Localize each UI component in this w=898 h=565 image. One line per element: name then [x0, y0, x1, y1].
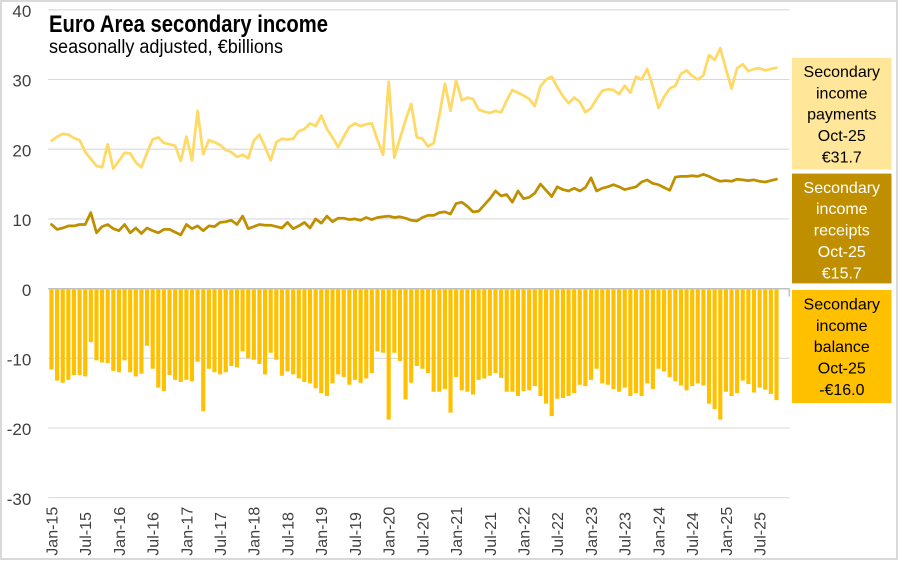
- svg-text:Jul-15: Jul-15: [78, 512, 95, 556]
- svg-text:income: income: [816, 85, 868, 102]
- svg-text:Euro Area secondary income: Euro Area secondary income: [49, 11, 328, 38]
- svg-text:Jul-22: Jul-22: [550, 512, 567, 556]
- svg-text:Oct-25: Oct-25: [818, 128, 866, 145]
- svg-text:receipts: receipts: [814, 223, 870, 240]
- svg-text:Jul-17: Jul-17: [213, 512, 230, 556]
- svg-text:Jul-18: Jul-18: [280, 512, 297, 556]
- svg-text:payments: payments: [807, 107, 876, 124]
- svg-text:seasonally adjusted, €billions: seasonally adjusted, €billions: [49, 37, 283, 58]
- svg-text:20: 20: [12, 141, 31, 160]
- svg-text:0: 0: [22, 281, 31, 300]
- svg-text:10: 10: [12, 211, 31, 230]
- svg-text:Secondary: Secondary: [804, 64, 881, 81]
- svg-text:Jan-15: Jan-15: [44, 507, 61, 556]
- svg-text:income: income: [816, 318, 868, 335]
- svg-text:Jul-24: Jul-24: [685, 512, 702, 556]
- svg-text:Jul-25: Jul-25: [753, 512, 770, 556]
- svg-text:-20: -20: [7, 420, 32, 439]
- svg-text:Jan-24: Jan-24: [651, 507, 668, 556]
- svg-text:Jan-17: Jan-17: [179, 507, 196, 556]
- svg-text:Jan-22: Jan-22: [517, 507, 534, 556]
- svg-text:Jul-16: Jul-16: [146, 512, 163, 556]
- svg-text:Secondary: Secondary: [804, 180, 881, 197]
- svg-text:Jan-25: Jan-25: [719, 507, 736, 556]
- svg-text:Jan-18: Jan-18: [247, 507, 264, 556]
- svg-text:Jan-23: Jan-23: [584, 507, 601, 556]
- svg-text:-10: -10: [7, 351, 32, 370]
- svg-text:Jul-23: Jul-23: [618, 512, 635, 556]
- svg-text:balance: balance: [814, 339, 870, 356]
- svg-text:Jul-20: Jul-20: [415, 512, 432, 556]
- svg-text:30: 30: [12, 72, 31, 91]
- svg-text:Jan-20: Jan-20: [382, 507, 399, 556]
- svg-text:Oct-25: Oct-25: [818, 244, 866, 261]
- svg-text:Secondary: Secondary: [804, 296, 881, 313]
- svg-text:income: income: [816, 201, 868, 218]
- svg-text:-30: -30: [7, 490, 32, 509]
- svg-text:€31.7: €31.7: [822, 150, 862, 167]
- svg-text:Jul-21: Jul-21: [483, 512, 500, 556]
- svg-text:Jul-19: Jul-19: [348, 512, 365, 556]
- svg-text:40: 40: [12, 2, 31, 21]
- svg-text:Jan-16: Jan-16: [112, 507, 129, 556]
- svg-text:-€16.0: -€16.0: [819, 382, 864, 399]
- svg-text:Oct-25: Oct-25: [818, 361, 866, 378]
- svg-text:Jan-19: Jan-19: [314, 507, 331, 556]
- svg-text:Jan-21: Jan-21: [449, 507, 466, 556]
- svg-text:€15.7: €15.7: [822, 265, 862, 282]
